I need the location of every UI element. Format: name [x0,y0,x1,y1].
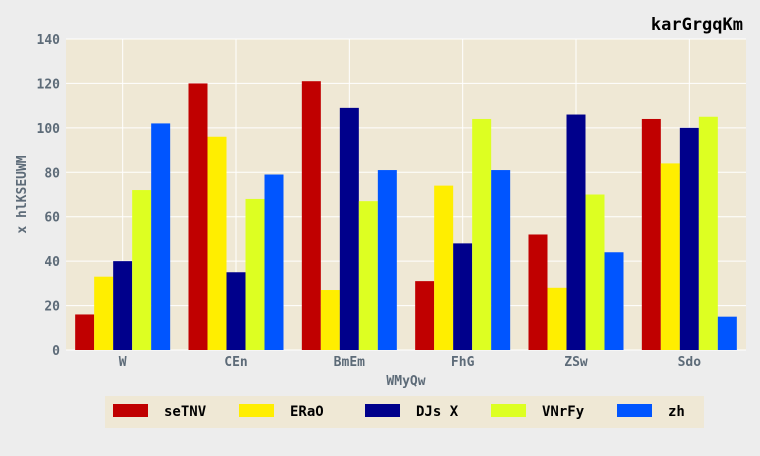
bar [660,163,680,350]
y-tick-label: 140 [37,33,61,48]
bar [528,234,548,350]
bar [132,190,152,350]
bar [566,114,586,351]
y-tick-label: 60 [44,211,60,226]
bar [415,281,435,350]
legend-label: ERaO [290,404,324,420]
x-axis-label: WMyQw [386,374,425,389]
legend-swatch [617,404,652,417]
y-tick-label: 80 [44,166,60,181]
bar [301,81,321,350]
legend-background [105,396,704,428]
bars [75,81,737,351]
bar [679,127,699,350]
y-tick-labels: 0 20 40 60 80 100 120 140 [37,33,61,359]
legend-item: ERaO [239,404,324,420]
x-tick-label: W [119,355,127,370]
legend-swatch [239,404,274,417]
bar [641,118,661,350]
legend-label: zh [668,404,685,420]
bar [339,107,359,350]
x-tick-label: FhG [451,355,475,370]
bar [94,276,114,350]
legend-swatch [113,404,148,417]
y-tick-label: 40 [44,255,60,270]
x-tick-label: BmEm [334,355,365,370]
bar [207,136,227,350]
bar [151,123,171,351]
bar [245,198,265,350]
legend-swatch [491,404,526,417]
y-tick-label: 100 [37,122,61,137]
bar [113,261,133,350]
bar [547,287,567,350]
legend: seTNV ERaO DJs X VNrFy zh [105,396,704,428]
bar [434,185,454,350]
x-tick-labels: W CEn BmEm FhG ZSw Sdo [119,355,701,370]
bar [358,201,378,350]
legend-item: DJs X [365,404,459,420]
bar [717,316,737,350]
chart-title: karGrgqKm [651,15,743,35]
legend-label: seTNV [164,404,207,420]
y-tick-label: 0 [52,344,60,359]
bar [75,314,95,350]
bar [453,243,473,350]
legend-item: zh [617,404,685,420]
legend-label: VNrFy [542,404,585,420]
bar [226,272,246,350]
legend-label: DJs X [416,404,459,420]
bar [264,174,284,350]
legend-swatch [365,404,400,417]
bar [698,116,718,350]
y-axis-label: x hlKSEUWM [15,155,30,233]
bar [188,83,208,350]
bar [491,170,511,350]
x-tick-label: ZSw [564,355,588,370]
bar [377,170,397,350]
plot-background [66,39,746,350]
bar [472,118,492,350]
x-tick-label: Sdo [678,355,702,370]
legend-item: VNrFy [491,404,585,420]
legend-item: seTNV [113,404,207,420]
y-tick-label: 20 [44,300,60,315]
bar [585,194,605,350]
bar [320,290,340,350]
y-tick-label: 120 [37,77,61,92]
x-tick-label: CEn [224,355,247,370]
bar [604,252,624,350]
